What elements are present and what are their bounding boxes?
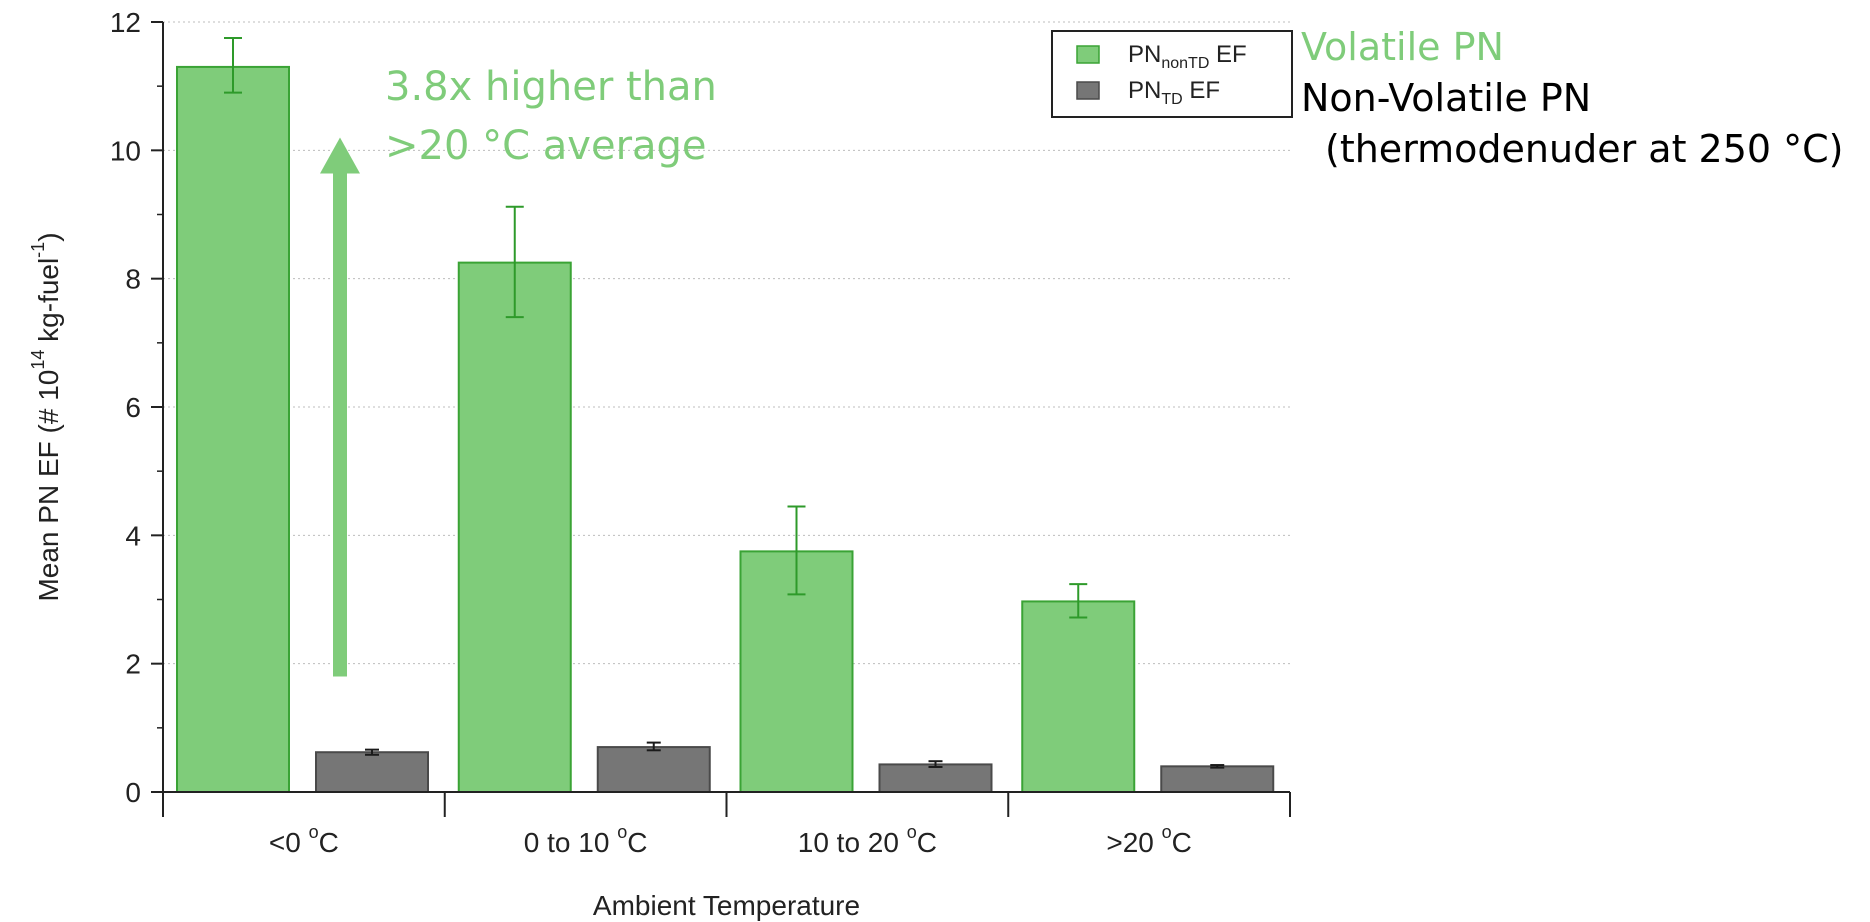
arrow-head [320,137,360,174]
error-bar-nontd-2 [787,505,806,596]
x-tick-label: >20 oC [1106,822,1192,858]
bar-td-1 [596,746,711,793]
legend-label: PNnonTD EF [1128,41,1247,72]
thermodenuder-note: (thermodenuder at 250 °C) [1325,127,1844,171]
y-tick-label: 0 [125,777,141,808]
y-tick-label: 6 [125,392,141,423]
y-tick-label: 2 [125,649,141,680]
annotation-arrow [320,137,360,677]
y-tick-label: 4 [125,520,141,551]
error-bar-nontd-3 [1069,583,1088,619]
bar-td-2 [878,763,993,793]
legend-label: PNTD EF [1128,77,1220,108]
error-bar-td-3 [1210,764,1225,769]
x-axis-label: Ambient Temperature [593,890,860,921]
error-bar-nontd-1 [505,205,524,319]
bars [176,37,1275,794]
x-ticks [162,792,1291,817]
bar-td-0 [315,751,429,794]
error-bar-td-1 [646,741,661,752]
y-tick-label: 8 [125,264,141,295]
nonvolatile-pn-label: Non-Volatile PN [1301,76,1591,120]
legend-swatch [1076,81,1100,100]
y-ticks: 0 2 4 6 8 10 12 [110,7,163,808]
bar-nontd-0 [176,65,290,793]
bar-td-3 [1160,765,1275,793]
gridlines [163,21,1290,665]
error-bar-nontd-0 [224,37,242,94]
arrow-annotation-text: >20 °C average [385,123,707,169]
arrow-annotation-text: 3.8x higher than [385,64,717,110]
error-bar-td-0 [365,748,379,756]
x-tick-label: <0 oC [269,822,339,858]
legend: PNnonTD EF PNTD EF [1051,30,1293,118]
error-bar-td-2 [928,760,943,768]
bar-nontd-1 [457,261,572,793]
y-tick-label: 10 [110,135,141,166]
volatile-pn-label: Volatile PN [1301,25,1504,69]
legend-swatch [1076,45,1100,64]
bar-nontd-3 [1021,600,1136,793]
x-tick-label: 10 to 20 oC [798,822,937,858]
x-tick-labels: <0 oC 0 to 10 oC 10 to 20 oC >20 oC [269,822,1192,858]
y-axis-label: Mean PN EF (# 1014 kg-fuel-1) [28,232,64,601]
y-tick-label: 12 [110,7,141,38]
x-tick-label: 0 to 10 oC [524,822,648,858]
